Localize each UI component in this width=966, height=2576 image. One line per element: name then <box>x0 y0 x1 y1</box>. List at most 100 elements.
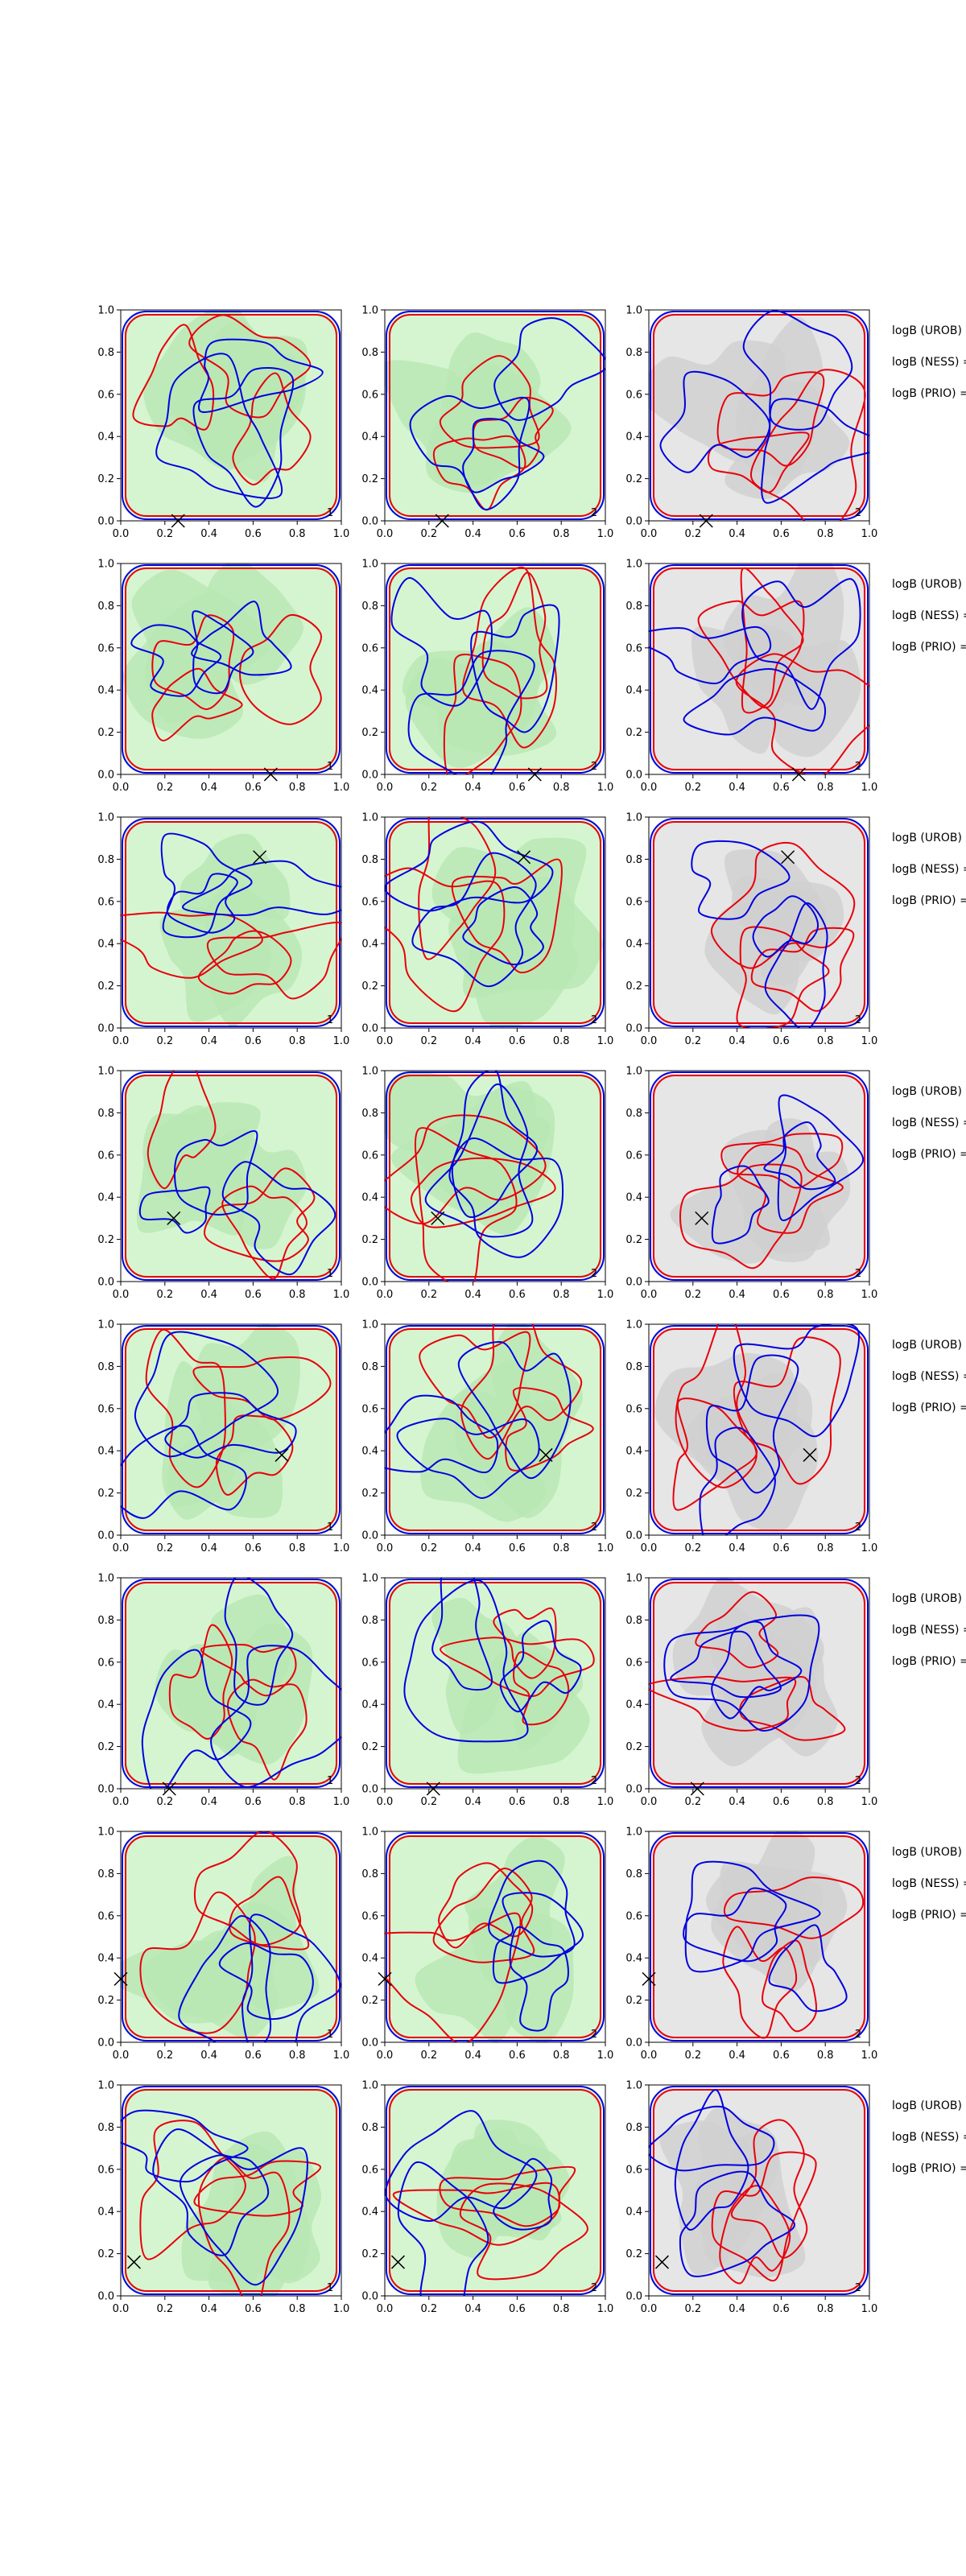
y-tick-label: 0.4 <box>97 939 114 951</box>
x-tick-label: 0.4 <box>464 1035 481 1047</box>
x-tick-label: 0.6 <box>509 1796 526 1808</box>
panel-number: 2 <box>855 1268 861 1280</box>
red-contour-outer <box>653 821 865 1024</box>
blue-contour-outer <box>122 1579 341 1788</box>
x-tick-label: 0.2 <box>684 2303 701 2315</box>
blue-contour <box>462 886 544 966</box>
red-contour-outer <box>653 1328 865 1531</box>
x-tick-label: 0.0 <box>377 2303 394 2315</box>
y-tick-label: 0.4 <box>97 685 114 697</box>
x-tick-label: 1.0 <box>861 1796 878 1808</box>
x-tick-label: 0.8 <box>817 1542 834 1554</box>
x-tick-label: 0.0 <box>113 528 130 540</box>
x-tick-label: 0.4 <box>729 2050 745 2062</box>
blue-contour <box>699 1426 776 1535</box>
y-tick-label: 0.8 <box>97 601 114 613</box>
y-tick-label: 0.8 <box>97 1615 114 1627</box>
axes-frame <box>120 1323 342 1536</box>
blue-contour <box>492 1892 584 1984</box>
blue-contour <box>407 650 535 774</box>
axes-frame <box>648 2084 870 2297</box>
blue-contour <box>160 832 253 939</box>
red-contour <box>735 653 869 774</box>
logB-annotation: logB (NESS) = <box>892 609 966 622</box>
y-tick-label: 0.0 <box>361 2037 378 2050</box>
logB-annotation: logB (NESS) = <box>892 356 966 369</box>
x-tick-label: 0.0 <box>377 1542 394 1554</box>
blue-contour <box>764 902 828 1028</box>
y-tick-label: 0.4 <box>625 2207 642 2219</box>
red-contour <box>232 372 312 485</box>
x-marker <box>275 1447 289 1462</box>
y-tick-label: 0.2 <box>361 727 378 739</box>
red-contour <box>229 1876 310 1951</box>
x-tick-label: 0.4 <box>464 782 481 794</box>
red-contour <box>132 324 215 431</box>
red-contour <box>649 1675 797 1732</box>
x-tick-label: 1.0 <box>333 2050 350 2062</box>
x-tick-label: 0.8 <box>553 2050 570 2062</box>
contour-panel-r7-c2: 2 0.0 0.2 0.4 0.6 0.8 1.0 0.0 0.2 0.4 0.6 0.8 1.0 <box>361 1827 613 2062</box>
x-tick-label: 0.0 <box>641 2303 658 2315</box>
blue-contour <box>741 578 861 710</box>
y-tick-label: 0.6 <box>97 1150 114 1162</box>
y-tick-label: 0.8 <box>625 347 642 359</box>
axes-frame <box>648 1070 870 1282</box>
y-tick-label: 0.6 <box>361 896 378 908</box>
x-tick-label: 0.0 <box>641 1542 658 1554</box>
red-contour <box>733 1336 841 1485</box>
x-tick-label: 0.6 <box>245 2050 262 2062</box>
axes-frame <box>384 2084 606 2297</box>
y-tick-label: 1.0 <box>97 812 114 824</box>
red-contour <box>139 1891 256 2034</box>
blue-contour <box>385 2110 538 2223</box>
y-tick-label: 0.4 <box>625 431 642 444</box>
x-tick-label: 1.0 <box>861 2050 878 2062</box>
contour-panel-r4-c2: 2 0.0 0.2 0.4 0.6 0.8 1.0 0.0 0.2 0.4 0.6 0.8 1.0 <box>361 1066 613 1302</box>
blue-contour <box>448 1137 564 1258</box>
x-tick-label: 0.2 <box>684 1289 701 1301</box>
red-contour <box>414 1127 518 1282</box>
logB-annotation: logB (PRIO) = <box>892 1909 966 1922</box>
logB-annotation: logB (PRIO) = <box>892 1655 966 1668</box>
blue-contour <box>164 1392 297 1459</box>
y-tick-label: 0.4 <box>361 1192 378 1204</box>
y-tick-label: 0.0 <box>97 1784 114 1796</box>
y-tick-label: 0.6 <box>625 389 642 401</box>
blue-contour <box>166 873 238 934</box>
x-tick-label: 0.6 <box>245 782 262 794</box>
contour-panel-r7-c3: 2 0.0 0.2 0.4 0.6 0.8 1.0 0.0 0.2 0.4 0.6 0.8 1.0 <box>625 1827 877 2062</box>
x-tick-label: 1.0 <box>861 528 878 540</box>
x-tick-label: 0.8 <box>289 1289 306 1301</box>
x-tick-label: 0.8 <box>817 1035 834 1047</box>
y-tick-label: 0.8 <box>97 1361 114 1373</box>
y-tick-label: 0.8 <box>361 1361 378 1373</box>
blue-contour <box>431 1578 493 1691</box>
x-tick-label: 1.0 <box>597 1289 614 1301</box>
red-contour <box>443 653 522 774</box>
y-tick-label: 0.6 <box>625 1403 642 1415</box>
logB-annotation: logB (NESS) = <box>892 2131 966 2144</box>
blue-contour <box>683 667 826 736</box>
axes-frame <box>648 563 870 775</box>
blue-contour <box>385 820 554 912</box>
x-tick-label: 0.4 <box>200 528 217 540</box>
blue-contour-outer <box>122 1071 341 1281</box>
panel-number: 1 <box>327 1521 333 1534</box>
axes-frame <box>648 1577 870 1790</box>
x-tick-label: 0.6 <box>245 1542 262 1554</box>
blue-contour-outer <box>650 1071 869 1281</box>
x-tick-label: 0.6 <box>773 1289 790 1301</box>
y-tick-label: 0.4 <box>361 1699 378 1711</box>
blue-contour <box>761 398 869 504</box>
red-contour <box>460 1324 583 1460</box>
blue-contour <box>224 1578 294 1706</box>
x-tick-label: 0.0 <box>113 1289 130 1301</box>
blue-contour <box>509 1926 569 2032</box>
x-tick-label: 0.8 <box>289 1542 306 1554</box>
y-tick-label: 1.0 <box>361 812 378 824</box>
contour-panel-r4-c3: 2 0.0 0.2 0.4 0.6 0.8 1.0 0.0 0.2 0.4 0.6 0.8 1.0 <box>625 1066 877 1302</box>
red-contour <box>730 2119 808 2259</box>
x-tick-label: 0.4 <box>200 2303 217 2315</box>
x-tick-label: 0.2 <box>420 2050 437 2062</box>
